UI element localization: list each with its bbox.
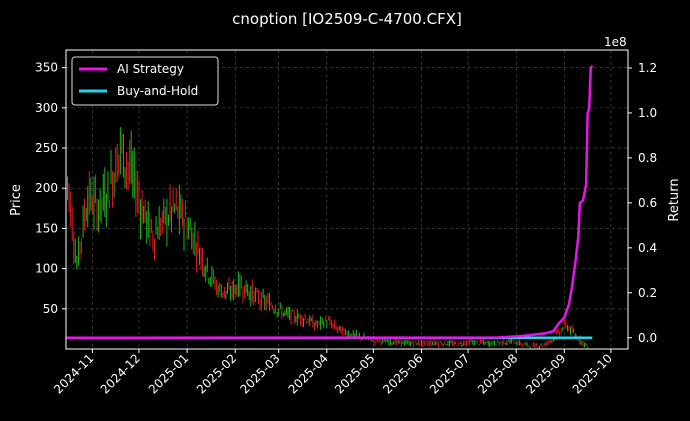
y-tick-label-left: 150 [35,221,58,235]
ai-strategy-line [65,65,594,340]
legend-box [71,56,219,106]
y-tick-label-right: 0.4 [638,241,657,255]
candles-layer [65,127,589,349]
y-axis-label-left: Price [9,184,24,216]
y-tick-label-left: 300 [35,101,58,115]
y-tick-label-right: 0.6 [638,196,657,210]
y-tick-label-right: 1.2 [638,61,657,75]
legend-label-buy-and-hold: Buy-and-Hold [117,84,198,98]
y-axis-label-right: Return [667,178,682,221]
legend-label-ai-strategy: AI Strategy [117,62,184,76]
right-axis-multiplier: 1e8 [604,35,627,49]
y-tick-label-left: 200 [35,181,58,195]
y-tick-label-left: 350 [35,61,58,75]
chart-title: cnoption [IO2509-C-4700.CFX] [232,10,462,28]
y-tick-label-left: 50 [43,302,58,316]
y-tick-label-left: 100 [35,262,58,276]
legend: AI Strategy Buy-and-Hold [71,56,219,106]
plot-frame [65,49,629,350]
y-tick-label-right: 0.0 [638,331,657,345]
y-tick-label-right: 1.0 [638,106,657,120]
y-tick-label-right: 0.2 [638,286,657,300]
lines-layer [65,65,594,340]
y-tick-label-left: 250 [35,141,58,155]
y-tick-label-right: 0.8 [638,151,657,165]
